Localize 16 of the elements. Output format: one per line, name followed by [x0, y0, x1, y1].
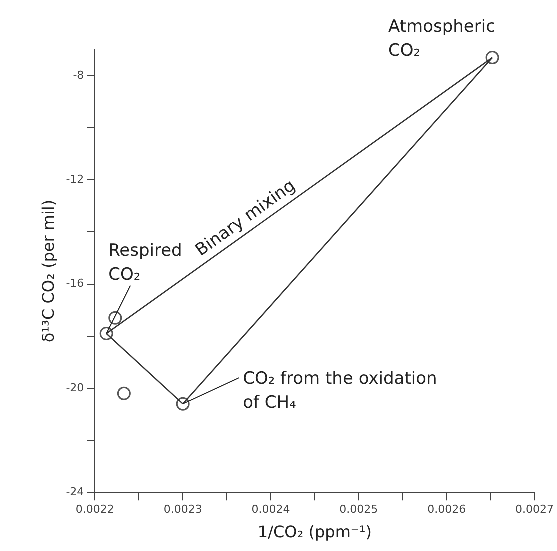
y-axis-title: δ¹³C CO₂ (per mil) — [38, 200, 58, 343]
x-axis-title: 1/CO₂ (ppm⁻¹) — [258, 522, 372, 542]
annotation: Atmospheric CO₂ — [388, 16, 496, 61]
y-tick-label: -8 — [73, 68, 84, 82]
annotation: Respired CO₂ — [108, 240, 182, 285]
y-tick-label: -24 — [66, 485, 84, 498]
y-tick-label: -20 — [66, 381, 84, 394]
x-tick-label: 0.0025 — [340, 503, 378, 516]
annotation: CO₂ from the oxidation of CH₄ — [243, 369, 438, 414]
x-tick-label: 0.0026 — [428, 503, 466, 516]
y-tick-label: -12 — [66, 173, 84, 186]
x-tick-label: 0.0023 — [164, 503, 202, 516]
x-tick-label: 0.0027 — [516, 503, 554, 516]
y-tick-label: -16 — [66, 277, 84, 290]
x-tick-label: 0.0024 — [252, 503, 290, 516]
x-tick-label: 0.0022 — [76, 503, 114, 516]
